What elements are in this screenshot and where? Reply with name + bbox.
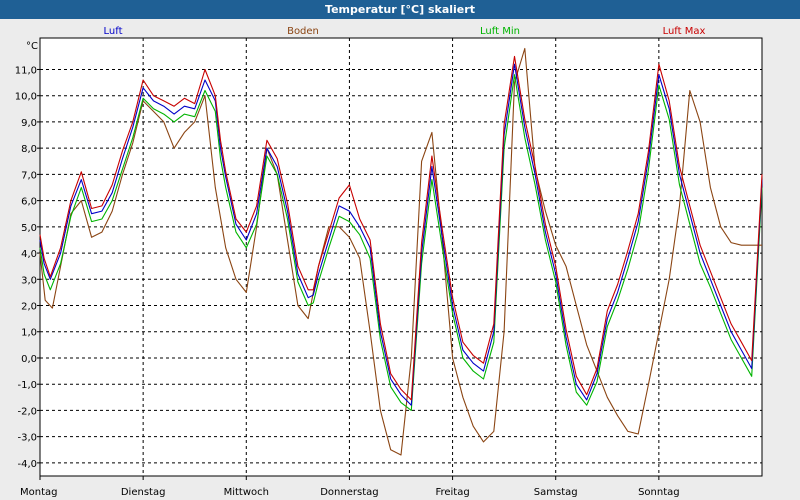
series-line-luft (39, 63, 763, 406)
x-tick-day: Sonntag (638, 487, 680, 498)
y-tick-label: 4,0 (21, 249, 37, 260)
legend-entry: Luft Min (480, 26, 520, 37)
legend-entry: Luft (104, 26, 123, 37)
grid (40, 38, 762, 476)
legend-entry: Luft Max (663, 26, 706, 37)
legend: Luft Boden Luft Min Luft Max (104, 26, 706, 37)
y-tick-label: 0,0 (21, 354, 37, 365)
y-axis-unit: °C (26, 41, 38, 52)
y-tick-label: 3,0 (21, 275, 37, 286)
y-tick-label: 2,0 (21, 302, 37, 313)
series-line-luft-max (39, 55, 763, 401)
x-tick-day: Dienstag (121, 487, 166, 498)
y-tick-label: 6,0 (21, 197, 37, 208)
y-tick-label: -3,0 (17, 433, 37, 444)
y-axis: °C -4,0 -3,0 -2,0 -1,0 0,0 1,0 2,0 3,0 4,0 5,0 6,0 7… (15, 41, 40, 470)
x-axis: Montag07.02.22Dienstag08.02.22Mittwoch09… (20, 476, 680, 498)
y-tick-label: 9,0 (21, 118, 37, 129)
x-tick-day: Freitag (435, 487, 469, 498)
series (39, 47, 763, 456)
chart-area: Luft Boden Luft Min Luft Max °C -4,0 -3,0 -2,0… (0, 19, 800, 500)
x-tick-day: Samstag (534, 487, 578, 498)
series-line-luft-min (39, 74, 763, 411)
y-tick-label: -1,0 (17, 380, 37, 391)
legend-entry: Boden (287, 26, 319, 37)
x-tick-day: Montag (20, 487, 57, 498)
y-tick-label: 1,0 (21, 328, 37, 339)
x-tick-day: Mittwoch (224, 487, 269, 498)
y-tick-label: -2,0 (17, 406, 37, 417)
chart-title: Temperatur [°C] skaliert (0, 0, 800, 19)
y-tick-label: 11,0 (15, 65, 37, 76)
y-tick-label: 10,0 (15, 92, 37, 103)
y-tick-label: 5,0 (21, 223, 37, 234)
x-tick-day: Donnerstag (320, 487, 378, 498)
y-tick-label: 7,0 (21, 170, 37, 181)
y-tick-label: -4,0 (17, 459, 37, 470)
y-tick-label: 8,0 (21, 144, 37, 155)
series-line-boden (39, 47, 762, 456)
